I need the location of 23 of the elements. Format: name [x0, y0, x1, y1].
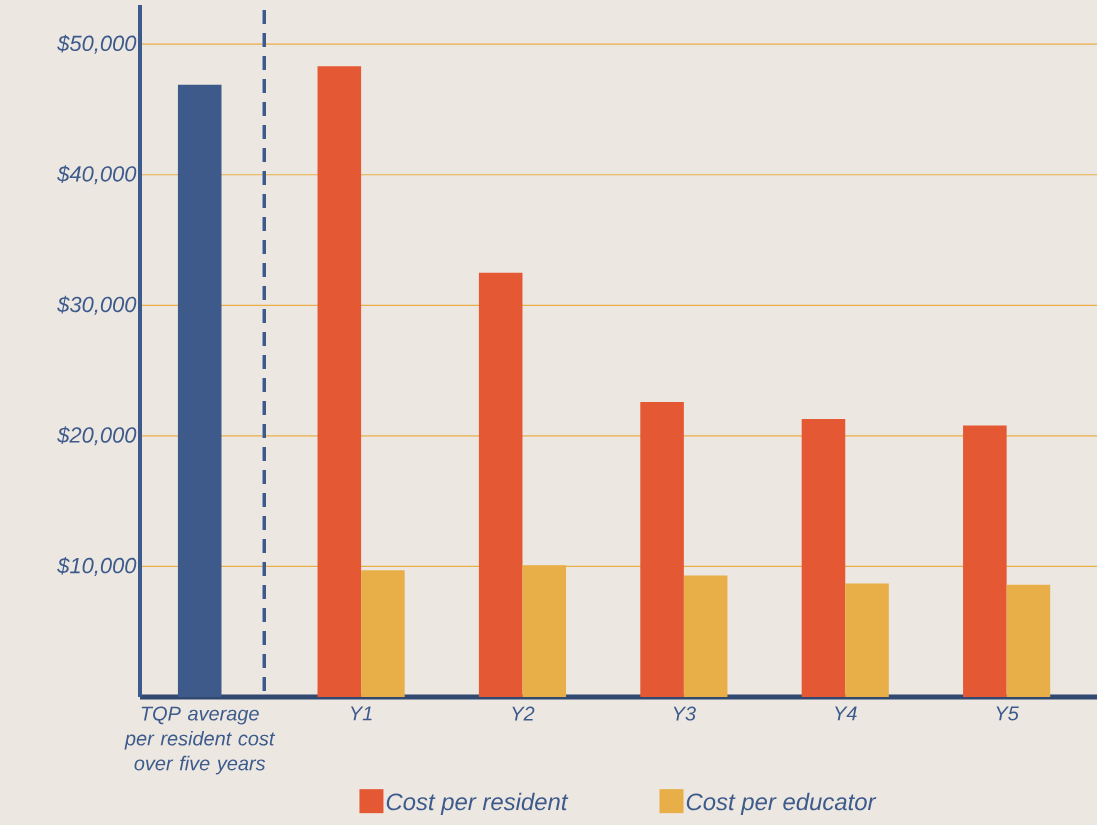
- y-tick-label: $10,000: [57, 556, 137, 576]
- x-tick-label: TQP average per resident cost over five years: [124, 706, 276, 775]
- y-tick-label: $20,000: [57, 426, 137, 446]
- bar: [361, 570, 405, 697]
- x-tick-label: Y1: [350, 706, 372, 721]
- x-tick-label: Y2: [512, 706, 535, 721]
- x-tick-label: Y3: [673, 706, 696, 721]
- x-tick-label: Y5: [996, 706, 1019, 721]
- bar: [478, 272, 523, 697]
- bar: [1006, 584, 1051, 697]
- y-tick-label: $50,000: [57, 34, 137, 54]
- y-tick-label: $40,000: [57, 165, 137, 185]
- bar: [801, 418, 846, 697]
- bar: [317, 66, 362, 697]
- y-tick-label: $30,000: [57, 295, 137, 315]
- bar: [177, 84, 222, 697]
- bar: [683, 575, 728, 697]
- legend-label: Cost per resident: [386, 792, 569, 816]
- x-tick-label: Y4: [835, 706, 857, 721]
- bar: [963, 425, 1007, 697]
- bar: [845, 583, 889, 697]
- legend-label: Cost per educator: [686, 792, 877, 816]
- bar: [640, 401, 684, 697]
